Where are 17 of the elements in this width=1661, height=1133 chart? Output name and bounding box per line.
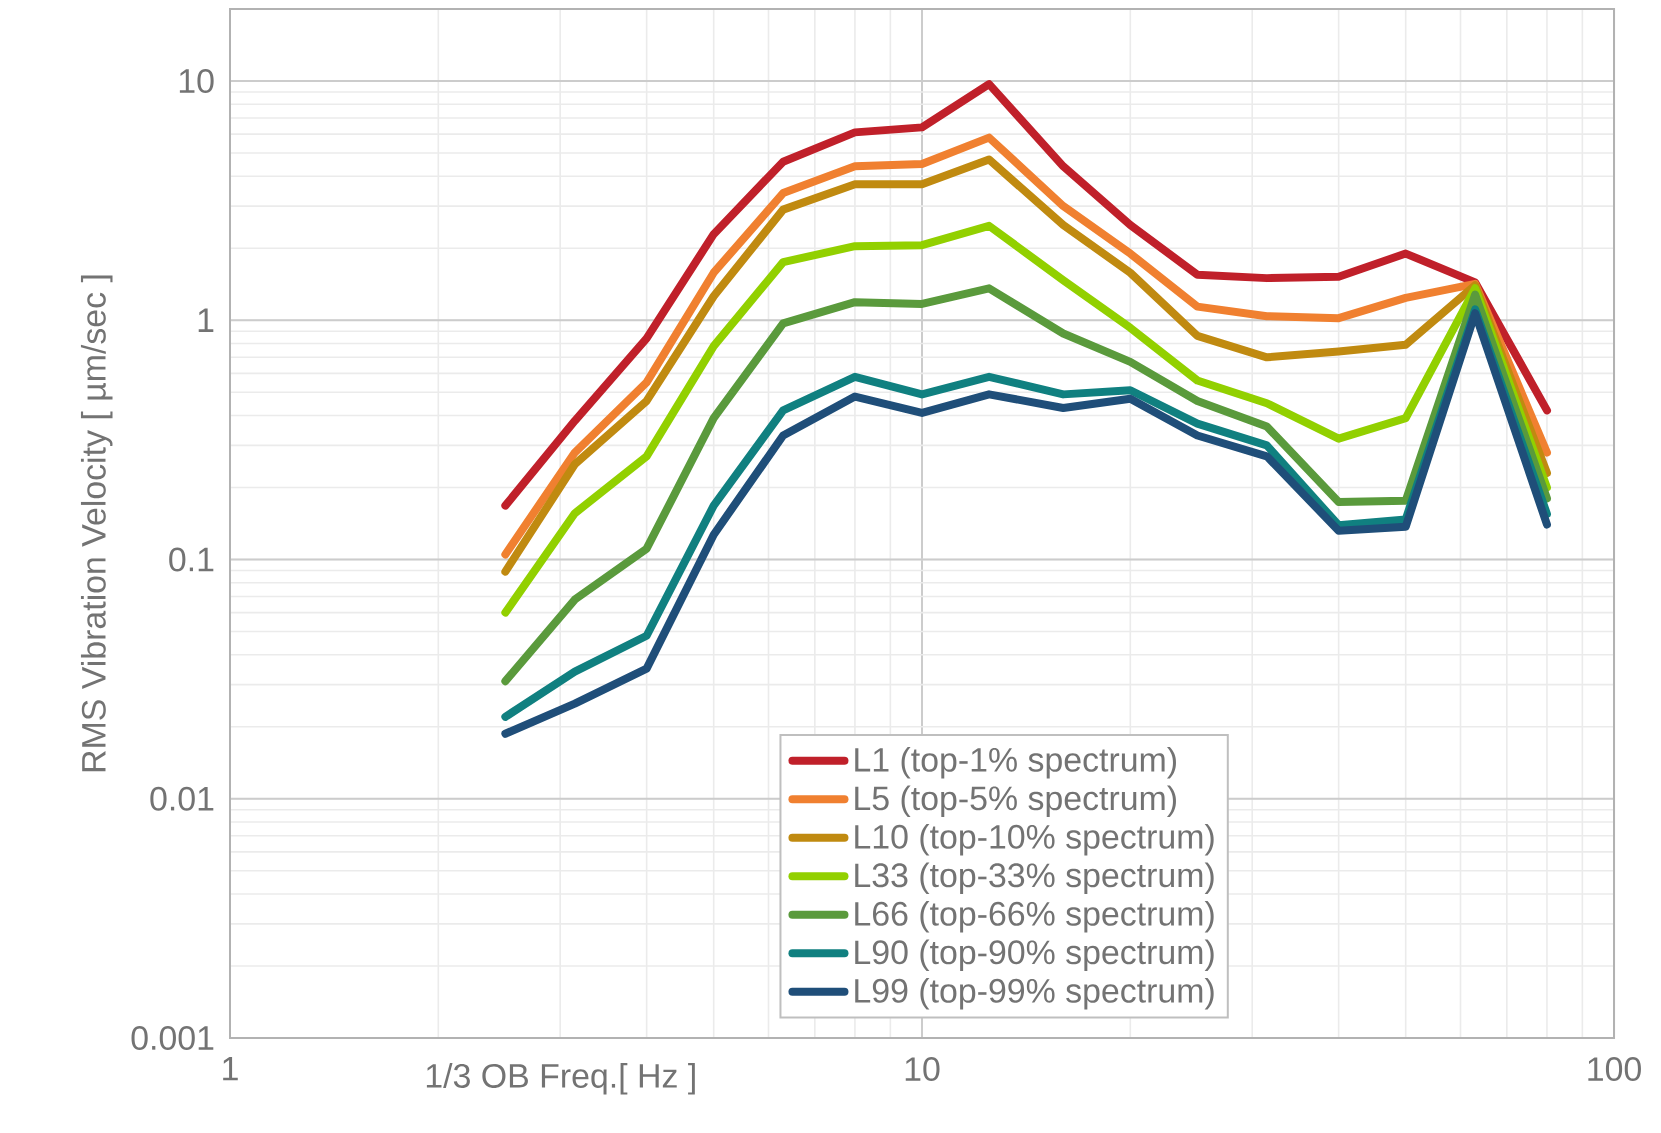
legend-label: L90 (top-90% spectrum) [855,939,1214,972]
x-tick-label: 10 [905,1057,940,1082]
y-tick-label: 10 [179,69,214,94]
legend-label: L33 (top-33% spectrum) [855,862,1214,895]
y-axis-title: RMS Vibration Velocity [ µm/sec ] [80,275,113,772]
legend-label: L1 (top-1% spectrum) [855,746,1176,779]
y-tick-label: 0.01 [150,786,214,811]
x-tick-label: 1 [223,1057,238,1081]
legend-label: L10 (top-10% spectrum) [855,823,1214,856]
y-tick-label: 0.001 [131,1026,214,1051]
legend-label: L5 (top-5% spectrum) [855,785,1176,817]
legend-label: L66 (top-66% spectrum) [855,900,1214,933]
y-tick-label: 0.1 [169,547,214,572]
x-tick-label: 100 [1588,1057,1641,1082]
x-axis-title: 1/3 OB Freq.[ Hz ] [426,1063,695,1095]
legend-label: L99 (top-99% spectrum) [855,977,1214,1010]
y-tick-label: 1 [198,308,214,332]
